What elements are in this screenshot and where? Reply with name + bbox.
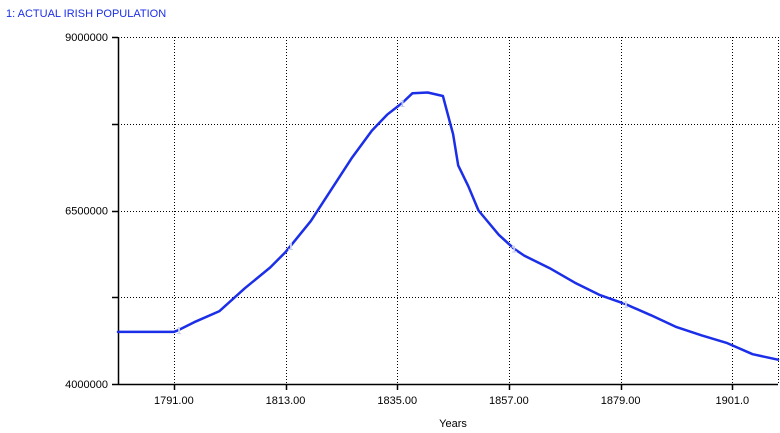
series-marker-0-0: 1 <box>176 326 182 337</box>
x-tick-label-5: 1901.0 <box>715 395 749 407</box>
series-line-0 <box>116 91 780 361</box>
x-tick-label-2: 1835.00 <box>377 395 417 407</box>
x-tick-label-0: 1791.00 <box>154 395 194 407</box>
series-marker-0-1: 1 <box>288 242 294 253</box>
x-axis-title: Years <box>439 418 467 430</box>
x-tick-label-3: 1857.00 <box>489 395 529 407</box>
legend-entry-actual-irish-population: 1: ACTUAL IRISH POPULATION <box>6 8 167 20</box>
legend: 1: ACTUAL IRISH POPULATION <box>6 7 166 20</box>
series-marker-0-2: 1 <box>400 99 406 110</box>
x-tick-label-4: 1879.00 <box>601 395 641 407</box>
y-tick-label-2: 9000000 <box>65 32 108 44</box>
y-tick-label-1: 6500000 <box>65 206 108 218</box>
series-marker-0-3: 1 <box>511 245 517 256</box>
y-tick-label-0: 4000000 <box>65 379 108 391</box>
x-tick-label-1: 1813.00 <box>266 395 306 407</box>
series-marker-0-4: 1 <box>623 300 629 311</box>
